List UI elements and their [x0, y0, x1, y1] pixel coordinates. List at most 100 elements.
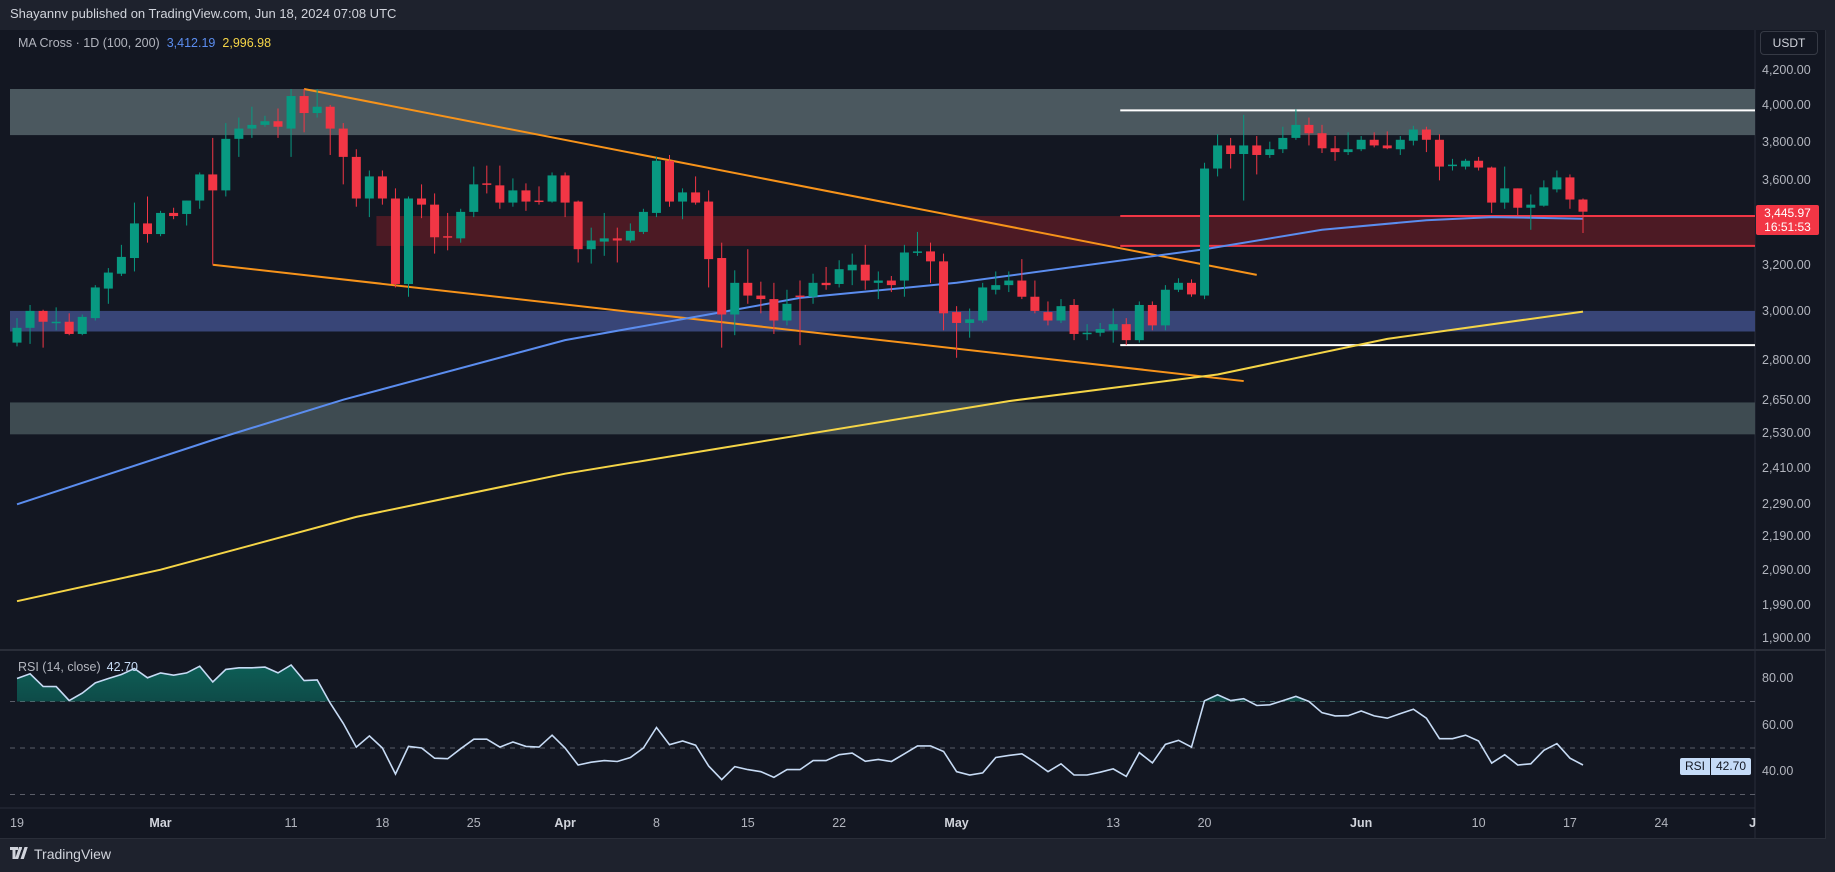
lower-wedge-line	[212, 263, 1244, 383]
rsi-tick-label: 60.00	[1762, 717, 1794, 732]
candle	[1173, 278, 1183, 293]
time-tick-label: 10	[1471, 816, 1486, 830]
candle	[77, 314, 87, 336]
candle-body	[847, 264, 857, 271]
candle	[847, 253, 857, 286]
time-tick-label: 15	[740, 816, 755, 830]
candle-body	[978, 287, 988, 321]
candle-body	[377, 176, 387, 199]
candle-body	[1147, 304, 1157, 326]
candle-body	[665, 160, 674, 202]
time-tick-label: 22	[832, 816, 847, 830]
candle	[834, 260, 844, 288]
candle-body	[769, 299, 779, 321]
candle-body	[129, 223, 139, 259]
candle-body	[782, 303, 792, 321]
ma100-value: 3,412.19	[166, 36, 216, 50]
candle	[573, 200, 583, 263]
candle	[912, 231, 922, 256]
candle-body	[469, 184, 479, 212]
candle	[1448, 158, 1457, 171]
candle-body	[1434, 139, 1444, 167]
candle-body	[743, 282, 753, 296]
candle	[90, 285, 100, 321]
candle	[1434, 134, 1444, 181]
candle	[730, 270, 740, 336]
footer-brand-text: TradingView	[34, 846, 112, 862]
candle	[795, 280, 805, 346]
candle-body	[1565, 177, 1575, 200]
candle	[1004, 271, 1014, 293]
candle-body	[1030, 296, 1040, 311]
candle-body	[625, 230, 635, 241]
candle	[1369, 132, 1379, 148]
candle-body	[1304, 124, 1314, 134]
footer-brand[interactable]: TradingView	[10, 846, 111, 862]
ma100-line	[16, 216, 1584, 506]
candle-body	[1108, 324, 1118, 331]
candle	[1239, 114, 1249, 201]
price-tick-label: 2,650.00	[1762, 392, 1811, 407]
candle-body	[1265, 149, 1275, 155]
candle-body	[1004, 280, 1014, 286]
candle	[521, 183, 531, 211]
candle-body	[1317, 133, 1327, 149]
candle-body	[338, 128, 348, 157]
candle-body	[521, 190, 531, 202]
candle-body	[1539, 187, 1549, 206]
candle-body	[886, 280, 896, 286]
candle-body	[103, 272, 113, 289]
candle-body	[586, 240, 596, 250]
candle-body	[25, 310, 35, 328]
candle	[129, 202, 139, 272]
price-tick-label: 2,090.00	[1762, 562, 1811, 577]
rsi-legend-title: RSI (14, close)	[18, 660, 101, 674]
candle	[1421, 126, 1431, 153]
candle-body	[1474, 160, 1484, 168]
candle	[221, 123, 231, 197]
candle	[691, 176, 701, 205]
rsi-tag-label: RSI	[1679, 758, 1710, 775]
candle-body	[1552, 177, 1562, 190]
candle	[952, 306, 962, 358]
candle	[1213, 134, 1223, 177]
candle	[312, 89, 322, 118]
candle	[769, 282, 779, 334]
currency-button[interactable]: USDT	[1760, 31, 1818, 55]
candle-body	[1239, 145, 1249, 155]
candle	[756, 281, 766, 314]
candle-body	[195, 174, 205, 201]
candle-body	[1095, 329, 1105, 333]
candle-body	[38, 310, 48, 322]
candle	[717, 242, 727, 348]
indicator-legend[interactable]: MA Cross · 1D (100, 200) 3,412.19 2,996.98	[18, 36, 278, 50]
upper-resistance-zone	[10, 89, 1755, 136]
candle	[1017, 259, 1027, 300]
price-pane[interactable]	[10, 88, 1755, 603]
ma200-value: 2,996.98	[222, 36, 272, 50]
candle	[991, 271, 1001, 295]
candle	[547, 172, 557, 203]
candle-body	[1134, 304, 1144, 341]
rsi-pane[interactable]	[10, 663, 1755, 795]
candle-body	[834, 269, 844, 284]
candle	[116, 244, 126, 276]
rsi-legend[interactable]: RSI (14, close) 42.70	[18, 660, 138, 674]
candle-body	[312, 106, 322, 114]
candle	[1565, 174, 1575, 209]
candle-body	[678, 192, 688, 202]
candle-body	[364, 176, 374, 199]
price-tick-label: 4,200.00	[1762, 63, 1811, 77]
candle-body	[1395, 139, 1405, 150]
candle-body	[599, 238, 609, 242]
candle-body	[351, 156, 361, 199]
candle	[456, 208, 466, 243]
candle	[651, 156, 661, 218]
candle	[325, 104, 335, 155]
candle-body	[1226, 145, 1236, 155]
time-tick-label: 13	[1106, 816, 1121, 830]
candle	[1069, 299, 1079, 341]
candle-body	[390, 198, 400, 284]
candle	[678, 188, 688, 220]
